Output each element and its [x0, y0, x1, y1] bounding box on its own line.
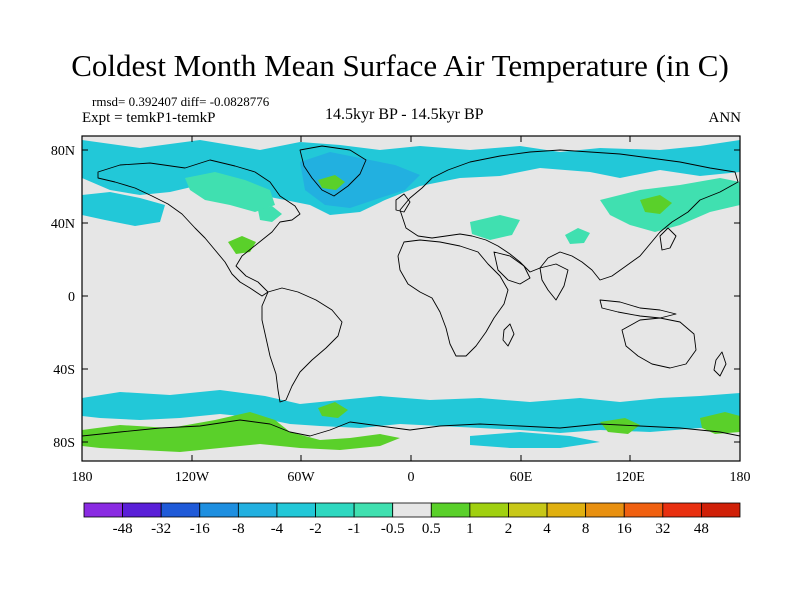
lon-tick-marks: [81, 136, 741, 461]
antarctic-warm-region: [82, 412, 400, 452]
colorbar-label: -2: [309, 521, 322, 537]
lat-tick-label: 40S: [53, 363, 75, 378]
colorbar-swatch: [237, 502, 278, 518]
antarctic-warm-patch-east: [600, 418, 640, 434]
india-coast: [539, 263, 569, 301]
antarctic-warm-patch-far-east: [700, 412, 740, 434]
madagascar-coast: [502, 323, 515, 347]
colorbar-swatch: [392, 502, 432, 518]
lon-tick-label: 120E: [615, 470, 645, 485]
colorbar-label: 32: [655, 521, 670, 537]
colorbar-swatch: [585, 502, 625, 518]
central-asia-cool-patch: [565, 228, 590, 244]
colorbar-swatch: [508, 502, 548, 518]
lat-tick-label: 0: [68, 290, 75, 305]
australia-coast: [621, 317, 697, 369]
africa-coast: [397, 239, 509, 357]
colorbar-swatch: [83, 502, 123, 518]
colorbar-swatch: [469, 502, 509, 518]
colorbar-label: -48: [113, 521, 133, 537]
colorbar-label: -16: [190, 521, 210, 537]
colorbar-label: 2: [505, 521, 513, 537]
greenland-warm-patch: [318, 175, 345, 190]
colorbar-label: -4: [271, 521, 284, 537]
coastlines: [82, 145, 740, 437]
colorbar-swatch: [315, 502, 355, 518]
siberia-cool-region: [600, 178, 740, 232]
lat-tick-label: 40N: [51, 217, 75, 232]
canada-cool-region: [185, 172, 275, 212]
colorbar-swatch: [662, 502, 702, 518]
period-label: 14.5kyr BP - 14.5kyr BP: [325, 106, 484, 123]
colorbar-swatch: [122, 502, 162, 518]
north-pacific-cool-region: [82, 192, 165, 226]
colorbar-swatch: [546, 502, 587, 518]
lat-tick-marks: [82, 149, 740, 443]
greenland-coast: [299, 145, 367, 197]
lat-tick-label: 80S: [53, 436, 75, 451]
weddell-warm-patch: [318, 402, 348, 418]
lon-tick-label: 180: [72, 470, 93, 485]
colorbar-label: 1: [466, 521, 474, 537]
east-europe-cool-patch: [470, 215, 520, 240]
colorbar: [83, 502, 741, 518]
eurasia-coast: [399, 149, 739, 281]
antarctica-coast: [82, 419, 740, 437]
colorbar-label: 48: [694, 521, 709, 537]
colorbar-swatch: [353, 502, 394, 518]
colorbar-label: -1: [348, 521, 361, 537]
us-warm-patch: [228, 236, 256, 254]
japan-coast: [659, 227, 677, 251]
new-zealand-coast: [713, 351, 727, 377]
antarctic-interior-cool: [470, 432, 600, 448]
colorbar-swatch: [160, 502, 201, 518]
colorbar-label: -8: [232, 521, 245, 537]
east-asia-warm-patch: [640, 195, 672, 214]
season-label: ANN: [708, 110, 742, 126]
colorbar-swatch: [701, 502, 741, 518]
south-america-coast: [261, 287, 343, 403]
map-title: Coldest Month Mean Surface Air Temperatu…: [71, 48, 729, 83]
britain-coast: [395, 193, 411, 213]
indonesia-coast: [599, 299, 677, 319]
lon-tick-label: 0: [408, 470, 415, 485]
us-cool-patch: [258, 206, 282, 222]
lon-tick-label: 60W: [287, 470, 315, 485]
colorbar-swatch: [430, 502, 471, 518]
colorbar-label: -0.5: [381, 521, 405, 537]
stats-label: rmsd= 0.392407 diff= -0.0828776: [92, 94, 270, 109]
anomaly-shading: [82, 140, 740, 452]
colorbar-swatch: [199, 502, 239, 518]
colorbar-label: 16: [617, 521, 633, 537]
colorbar-label: 0.5: [422, 521, 441, 537]
colorbar-swatch: [623, 502, 664, 518]
colorbar-label: 4: [543, 521, 551, 537]
colorbar-labels: -48 -32 -16 -8 -4 -2 -1 -0.5 0.5 1 2 4 8 16 32 48: [113, 521, 709, 537]
arabia-coast: [493, 251, 531, 285]
lon-tick-label: 120W: [175, 470, 210, 485]
colorbar-label: 8: [582, 521, 590, 537]
lon-tick-label: 180: [730, 470, 751, 485]
experiment-label: Expt = temkP1-temkP: [82, 110, 216, 126]
north-america-coast: [97, 159, 301, 297]
colorbar-swatch: [276, 502, 316, 518]
southern-ocean-cool-region: [82, 390, 740, 433]
colorbar-label: -32: [151, 521, 171, 537]
lon-tick-label: 60E: [510, 470, 533, 485]
lat-tick-label: 80N: [51, 144, 75, 159]
